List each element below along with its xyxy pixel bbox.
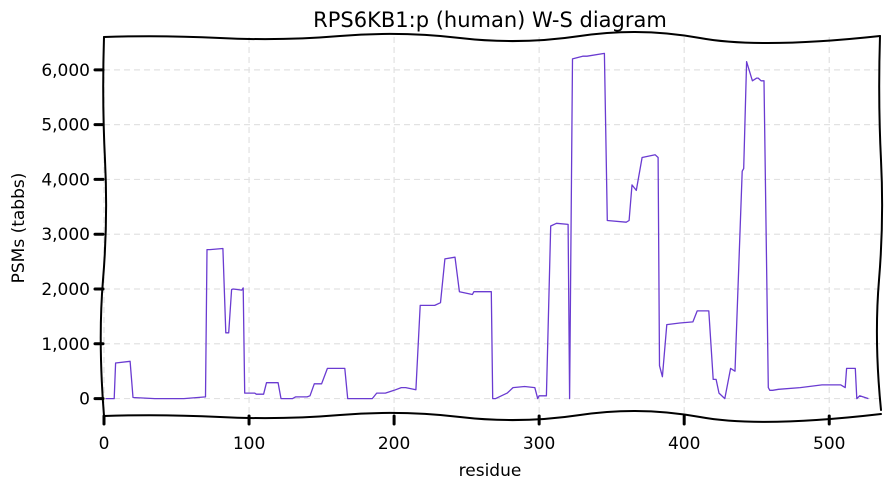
x-tick-label-3: 300	[523, 434, 555, 454]
grid	[103, 37, 880, 415]
y-tick-label-5: 5,000	[41, 116, 90, 136]
series-layer	[105, 52, 869, 400]
y-tick-label-4: 4,000	[41, 170, 90, 190]
x-tick-label-1: 100	[233, 434, 265, 454]
y-tick-label-2: 2,000	[41, 280, 90, 300]
chart-title: RPS6KB1:p (human) W-S diagram	[313, 8, 667, 32]
x-tick-label-0: 0	[99, 434, 110, 454]
plot-frame-right	[875, 35, 884, 411]
plot-frame-bottom	[103, 409, 882, 423]
x-tick-label-5: 500	[813, 434, 845, 454]
y-tick-label-6: 6,000	[41, 61, 90, 81]
axes: 0 100 200 300 400 500 0 1,000 2,000 3,000 4,000 5,0…	[41, 61, 845, 454]
y-tick-label-1: 1,000	[41, 335, 90, 355]
plot-frame-top	[103, 30, 881, 45]
x-axis-label: residue	[459, 461, 522, 481]
x-tick-label-2: 200	[378, 434, 410, 454]
y-tick-label-0: 0	[79, 390, 90, 410]
plot-frame-left	[99, 36, 108, 417]
y-axis-label: PSMs (tabbs)	[9, 173, 29, 284]
series-line-0	[105, 52, 869, 400]
x-tick-label-4: 400	[668, 434, 700, 454]
y-tick-label-3: 3,000	[41, 225, 90, 245]
